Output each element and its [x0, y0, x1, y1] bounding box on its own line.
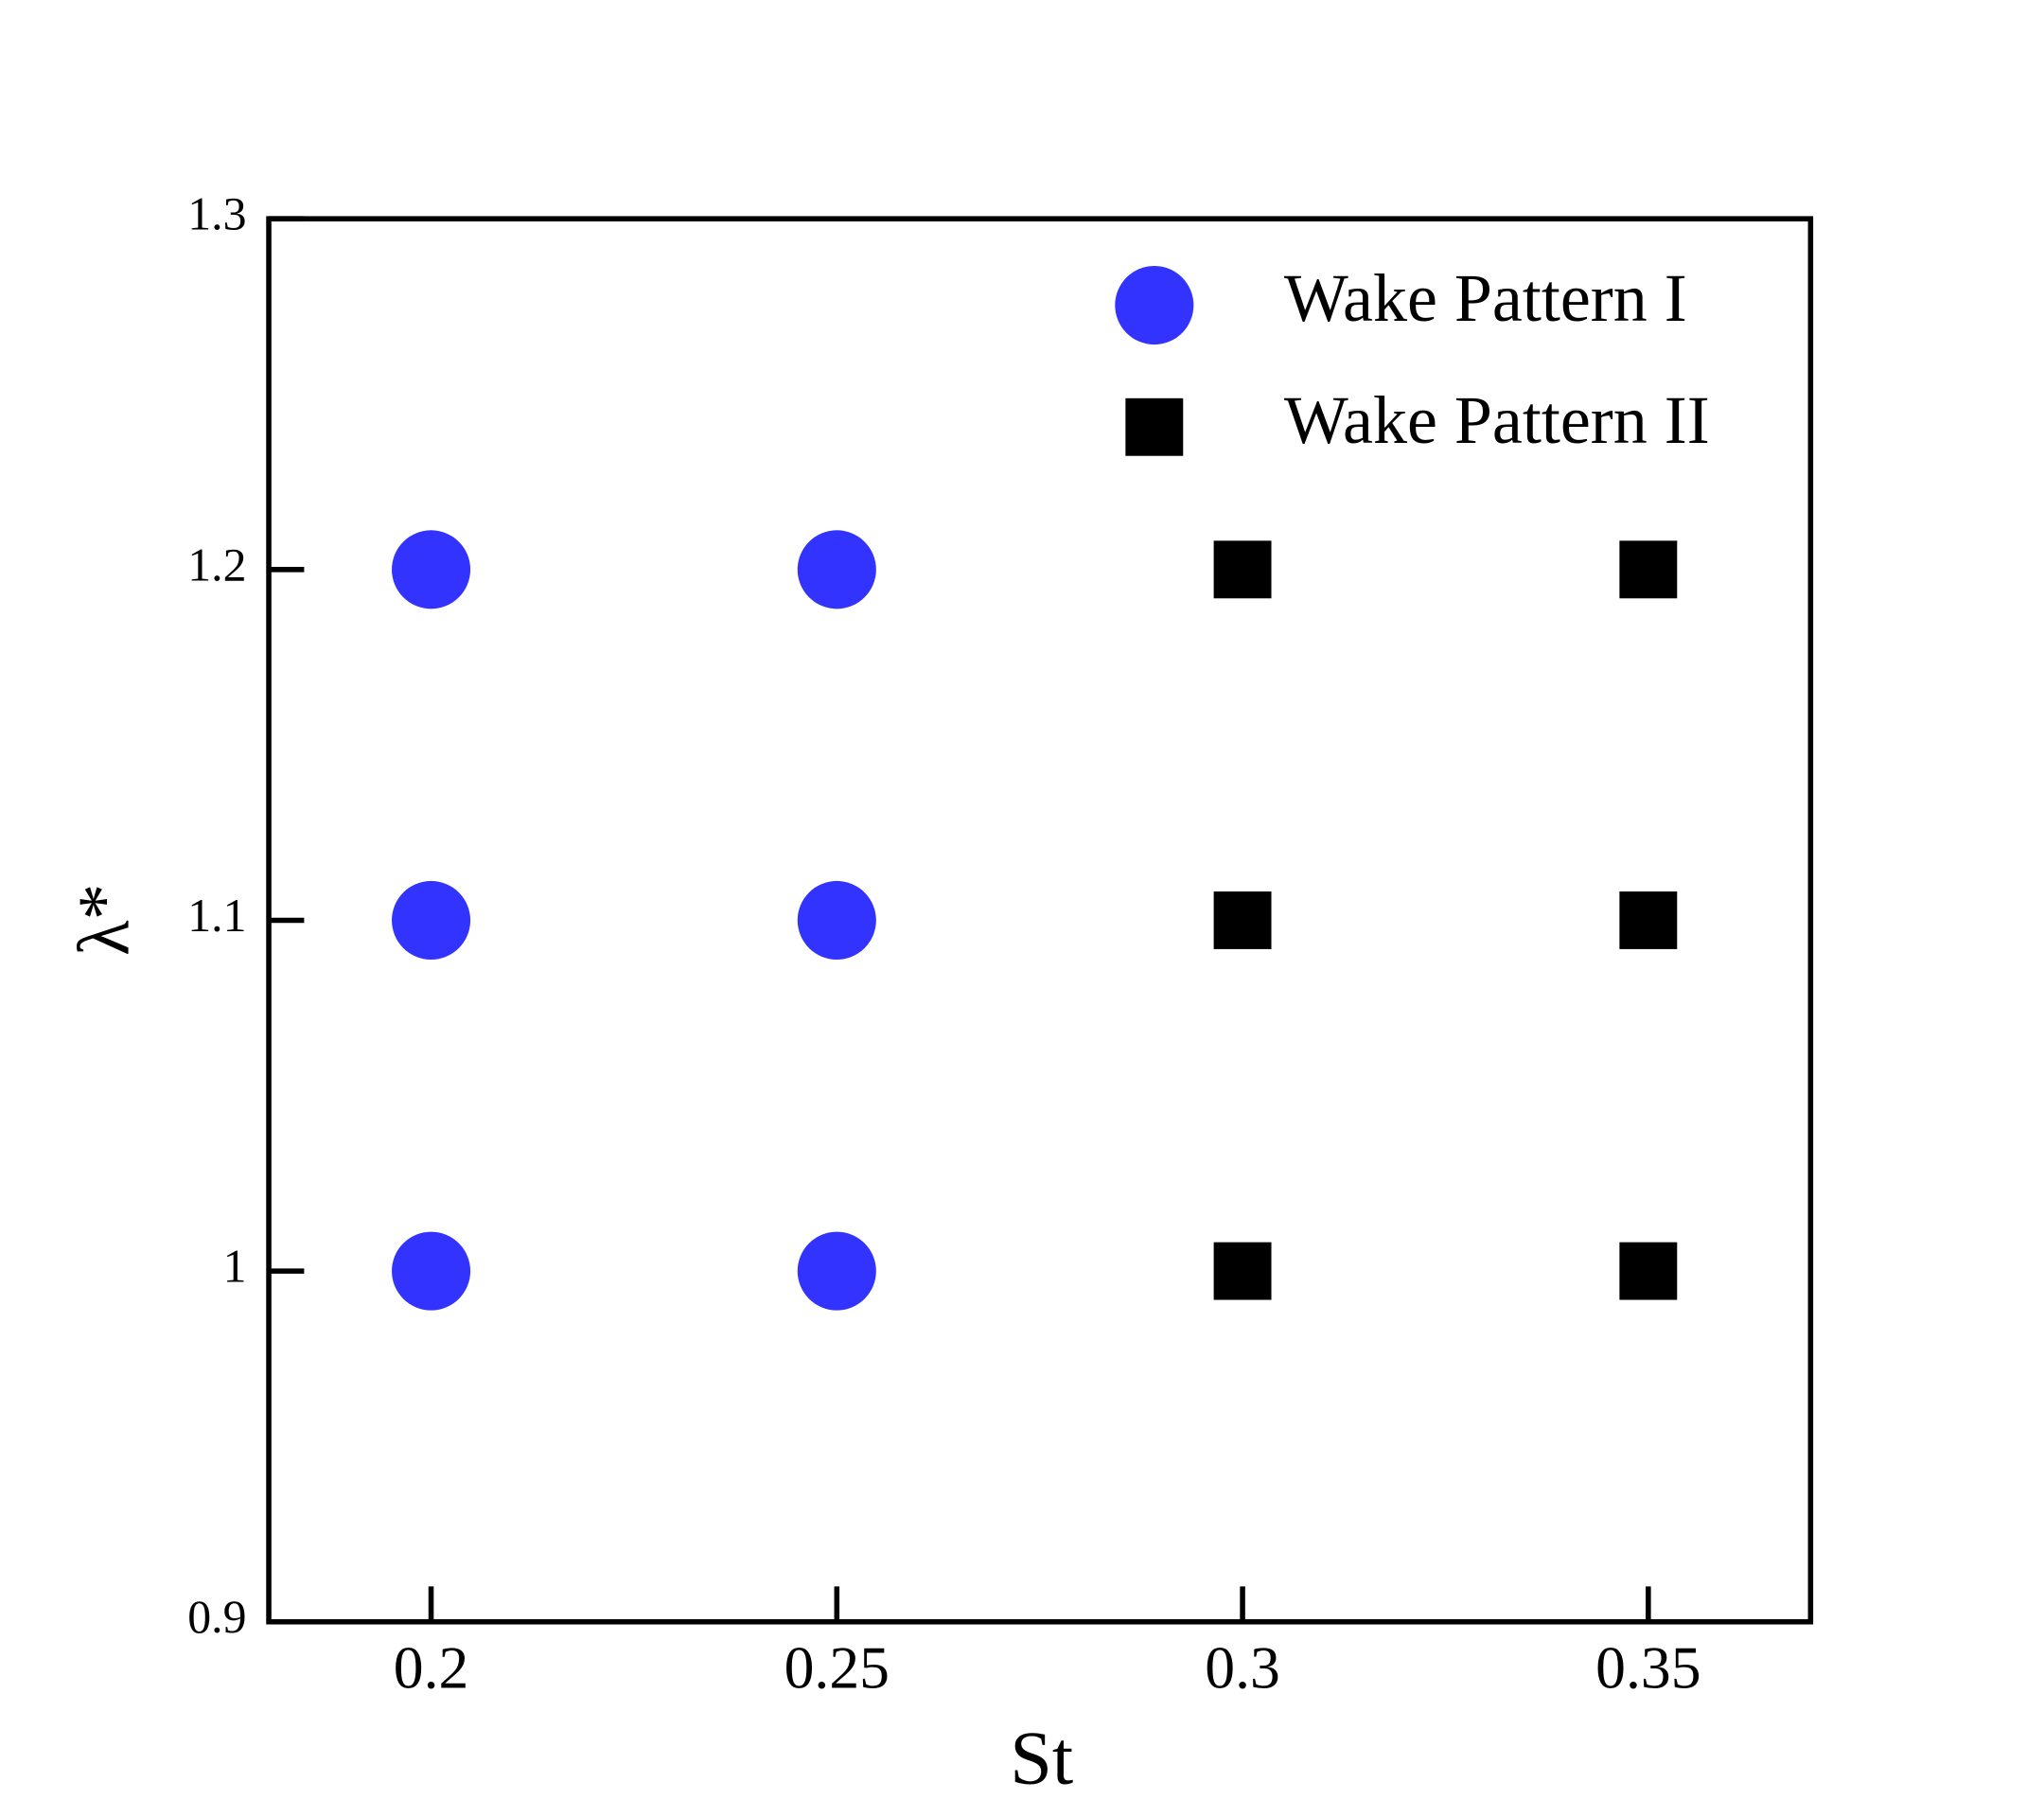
data-point: [392, 880, 471, 960]
x-tick-label: 0.25: [784, 1634, 890, 1702]
y-tick-label: 1: [223, 1241, 247, 1293]
legend-label: Wake Pattern II: [1284, 382, 1710, 458]
data-point: [1619, 891, 1678, 949]
data-point: [1213, 540, 1272, 599]
x-tick-label: 0.2: [394, 1634, 469, 1702]
data-point: [1213, 891, 1272, 949]
data-point: [392, 530, 471, 609]
x-tick-label: 0.3: [1205, 1634, 1280, 1702]
y-tick-label: 0.9: [187, 1591, 246, 1643]
data-point: [1619, 540, 1678, 599]
data-point: [392, 1231, 471, 1311]
y-tick-label: 1.1: [187, 890, 246, 942]
data-point: [797, 530, 876, 609]
y-axis-label: λ*: [63, 884, 145, 956]
data-point: [797, 1231, 876, 1311]
legend-label: Wake Pattern I: [1284, 260, 1687, 336]
x-tick-label: 0.35: [1595, 1634, 1700, 1702]
legend-marker: [1125, 397, 1184, 456]
y-tick-label: 1.2: [187, 538, 246, 591]
data-point: [797, 880, 876, 960]
legend-marker: [1115, 266, 1194, 345]
x-axis-label: St: [1010, 1716, 1073, 1800]
y-tick-label: 1.3: [187, 188, 246, 240]
data-point: [1213, 1242, 1272, 1300]
data-point: [1619, 1242, 1678, 1300]
